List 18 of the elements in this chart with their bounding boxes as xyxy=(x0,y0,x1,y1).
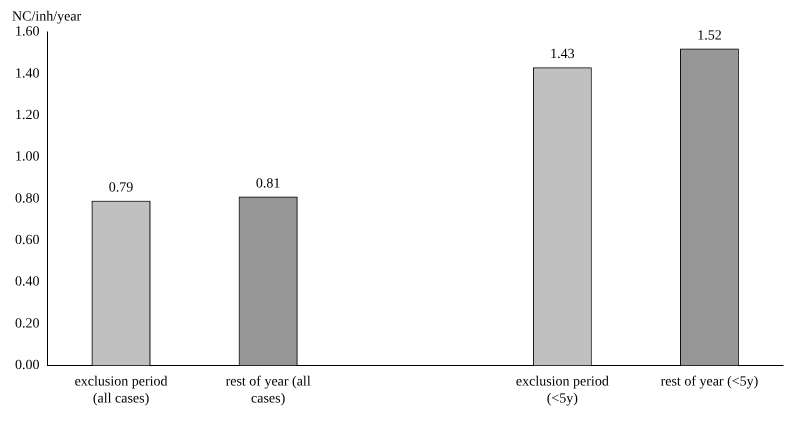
y-tick-label: 1.60 xyxy=(15,24,40,40)
x-tick-label: rest of year (all cases) xyxy=(226,374,311,406)
data-label: 0.81 xyxy=(256,176,280,192)
y-tick-label: 1.00 xyxy=(15,150,40,165)
y-axis-title: NC/inh/year xyxy=(12,10,82,25)
data-label: 1.52 xyxy=(697,28,722,44)
y-tick-label: 0.20 xyxy=(15,316,40,332)
y-tick-label: 0.80 xyxy=(15,191,40,206)
y-tick-label: 0.00 xyxy=(15,358,40,374)
y-tick-label: 1.40 xyxy=(15,66,40,82)
y-tick-label: 0.40 xyxy=(15,274,40,290)
x-tick-label: exclusion period (<5y) xyxy=(516,374,609,406)
data-label: 0.79 xyxy=(108,180,134,196)
x-tick-label: rest of year (<5y) xyxy=(660,374,759,390)
y-tick-label: 1.20 xyxy=(15,108,40,124)
y-tick-label: 0.60 xyxy=(15,233,40,248)
x-tick-label: exclusion period (all cases) xyxy=(74,374,168,406)
data-label: 1.43 xyxy=(550,47,575,62)
